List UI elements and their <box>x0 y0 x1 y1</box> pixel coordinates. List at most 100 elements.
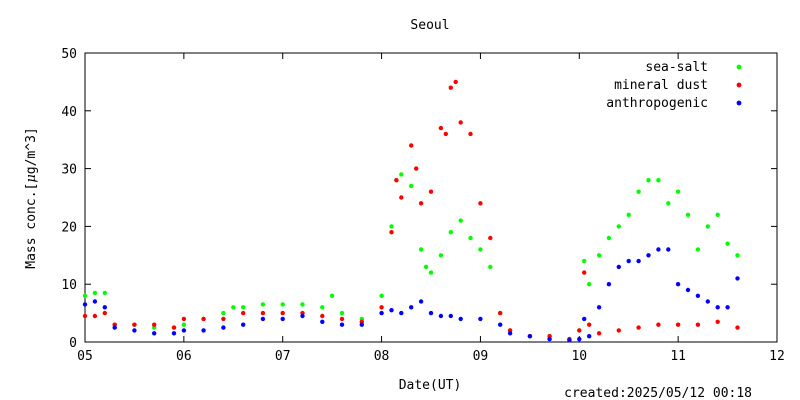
y-axis-label-suffix: g/m^3] <box>24 127 39 174</box>
data-point <box>171 331 177 336</box>
data-point <box>102 305 108 310</box>
data-point <box>132 328 137 333</box>
data-point <box>300 313 305 319</box>
data-point <box>587 334 592 339</box>
data-point <box>646 178 651 183</box>
data-point <box>92 290 98 296</box>
data-point <box>695 247 701 252</box>
data-point <box>414 166 419 171</box>
data-point <box>112 325 117 330</box>
data-point <box>626 212 631 217</box>
data-point <box>507 331 513 336</box>
data-point <box>181 328 187 333</box>
data-point <box>453 79 458 85</box>
data-point <box>339 316 345 322</box>
x-tick-label: 06 <box>176 349 192 364</box>
data-point <box>596 305 602 310</box>
data-point <box>695 322 701 327</box>
data-point <box>82 293 88 298</box>
data-point <box>685 212 691 217</box>
data-point <box>82 313 88 319</box>
data-point <box>181 316 187 322</box>
legend-marker <box>736 100 742 106</box>
data-point <box>458 218 463 223</box>
data-point <box>280 316 285 322</box>
created-timestamp: created:2025/05/12 00:18 <box>564 386 752 400</box>
data-point <box>409 305 414 310</box>
data-point <box>241 310 246 316</box>
data-point <box>181 322 187 327</box>
data-point <box>438 253 444 258</box>
data-point <box>389 224 394 229</box>
data-point <box>675 189 681 194</box>
data-point <box>221 310 226 316</box>
data-point <box>280 302 285 307</box>
data-point <box>527 334 533 339</box>
data-point <box>241 322 246 327</box>
data-point <box>587 282 592 287</box>
data-point <box>725 305 730 310</box>
data-point <box>636 258 641 264</box>
data-point <box>201 316 206 322</box>
data-point <box>418 299 424 304</box>
data-point <box>636 189 641 194</box>
x-tick-label: 05 <box>77 349 93 364</box>
data-point <box>448 313 453 319</box>
data-point <box>626 258 631 264</box>
data-point <box>438 313 444 319</box>
data-point <box>735 276 740 281</box>
data-point <box>280 310 285 316</box>
data-point <box>260 302 266 307</box>
data-point <box>152 322 157 327</box>
data-point <box>379 305 384 310</box>
data-point <box>616 328 621 333</box>
data-point <box>695 293 701 298</box>
data-point <box>606 235 612 241</box>
data-point <box>428 310 434 316</box>
data-point <box>92 299 98 304</box>
data-point <box>458 120 463 125</box>
data-point <box>329 293 335 298</box>
data-point <box>339 322 345 327</box>
data-point <box>418 201 424 206</box>
y-axis-label: Mass conc.[μg/m^3] <box>24 127 39 269</box>
data-point <box>478 201 483 206</box>
data-point <box>656 322 661 327</box>
data-point <box>389 308 394 313</box>
data-point <box>715 305 720 310</box>
legend-marker <box>736 82 742 88</box>
data-point <box>567 338 572 343</box>
data-point <box>300 302 305 307</box>
data-point <box>582 316 587 322</box>
data-point <box>418 247 424 252</box>
data-point <box>616 224 621 229</box>
data-point <box>409 183 414 189</box>
y-tick-label: 10 <box>61 278 77 293</box>
data-point <box>478 316 483 322</box>
data-point <box>82 302 88 307</box>
data-point <box>399 195 404 200</box>
data-point <box>705 224 710 229</box>
data-point <box>596 331 602 336</box>
y-axis-label-mu: μ <box>24 174 39 182</box>
data-point <box>596 253 602 258</box>
data-point <box>468 131 473 137</box>
x-tick-label: 11 <box>670 349 686 364</box>
data-point <box>468 235 473 241</box>
data-point <box>498 310 503 316</box>
data-point <box>478 247 483 252</box>
data-point <box>656 247 661 252</box>
data-point <box>675 322 681 327</box>
data-point <box>102 290 108 296</box>
y-tick-label: 50 <box>61 47 77 62</box>
data-point <box>547 336 552 342</box>
data-point <box>448 230 453 235</box>
series-sea-salt <box>82 172 740 342</box>
series-mineral-dust <box>82 79 740 342</box>
data-point <box>260 316 266 322</box>
data-point <box>646 253 651 258</box>
y-tick-label: 20 <box>61 220 77 235</box>
data-point <box>379 310 384 316</box>
